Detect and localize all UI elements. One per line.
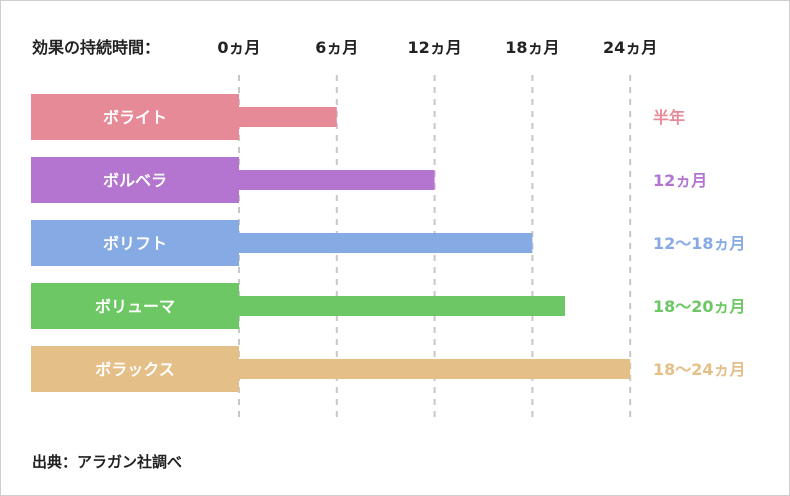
category-label: ボリューマ (95, 297, 175, 316)
duration-bar (239, 296, 565, 316)
category-label-block (31, 220, 239, 266)
category-label-block (31, 157, 239, 203)
x-tick-label: 0ヵ月 (217, 38, 260, 57)
source-note: 出典：アラガン社調べ (32, 453, 182, 471)
duration-range-label: 18〜20ヵ月 (653, 297, 746, 316)
duration-bar (239, 359, 631, 379)
x-tick-label: 6ヵ月 (315, 38, 358, 57)
x-tick-label: 12ヵ月 (407, 38, 461, 57)
category-label: ボライト (103, 108, 167, 127)
bar-row: ボリューマ 18〜20ヵ月 (31, 283, 746, 329)
x-tick-label: 24ヵ月 (603, 38, 657, 57)
bar-row: ボラックス 18〜24ヵ月 (31, 346, 746, 392)
category-label-block (31, 94, 239, 140)
duration-bar (239, 107, 337, 127)
duration-bar (239, 233, 533, 253)
category-label: ボルベラ (103, 171, 167, 190)
x-tick-labels: 0ヵ月 6ヵ月 12ヵ月 18ヵ月 24ヵ月 (217, 38, 657, 57)
duration-header-label: 効果の持続時間： (32, 38, 160, 57)
duration-range-label: 12ヵ月 (653, 171, 707, 190)
duration-range-label: 半年 (653, 108, 685, 127)
category-label: ボリフト (103, 234, 167, 253)
bar-row: ボライト 半年 (31, 94, 685, 140)
duration-range-label: 18〜24ヵ月 (653, 360, 746, 379)
category-label: ボラックス (95, 360, 175, 379)
bar-row: ボルベラ 12ヵ月 (31, 157, 707, 203)
x-tick-label: 18ヵ月 (505, 38, 559, 57)
bar-row: ボリフト 12〜18ヵ月 (31, 220, 746, 266)
duration-range-label: 12〜18ヵ月 (653, 234, 746, 253)
category-label-block (31, 283, 239, 329)
category-label-block (31, 346, 239, 392)
duration-bar (239, 170, 435, 190)
